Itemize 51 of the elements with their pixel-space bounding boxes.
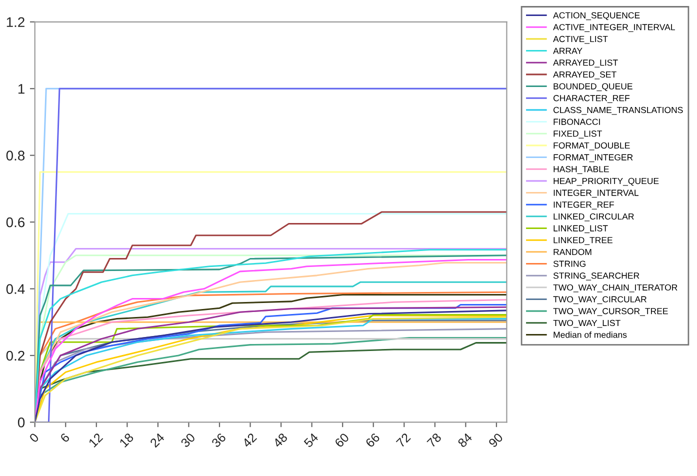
legend-label: FIBONACCI xyxy=(554,118,600,125)
legend-label: BOUNDED_QUEUE xyxy=(554,83,632,92)
legend-label: ACTIVE_LIST xyxy=(553,36,608,44)
legend-label: LINKED_TREE xyxy=(554,237,612,245)
legend-label: LINKED_CIRCULAR xyxy=(554,213,634,222)
x-tick-label: 36 xyxy=(211,432,226,448)
x-tick-label: 54 xyxy=(303,432,319,448)
legend-label: CHARACTER_REF xyxy=(553,95,630,103)
legend-label: TWO_WAY_CIRCULAR xyxy=(553,296,646,304)
legend-label: INTEGER_INTERVAL xyxy=(554,190,639,198)
y-tick-label: 0.2 xyxy=(6,350,24,361)
x-tick-label: 60 xyxy=(334,432,350,448)
x-tick-label: 84 xyxy=(457,432,473,448)
x-tick-label: 30 xyxy=(180,432,196,448)
x-tick-label: 12 xyxy=(88,432,104,448)
x-tick-label: 90 xyxy=(488,432,504,448)
legend-label: FIXED_LIST xyxy=(554,130,602,138)
legend-label: ACTION_SEQUENCE xyxy=(553,12,640,20)
legend-label: INTEGER_REF xyxy=(554,202,614,210)
legend-label: HASH_TABLE xyxy=(554,166,609,174)
x-tick-label: 66 xyxy=(365,432,380,448)
legend-label: ACTIVE_INTEGER_INTERVAL xyxy=(553,24,675,32)
y-tick-label: 1.2 xyxy=(6,17,24,27)
legend-label: CLASS_NAME_TRANSLATIONS xyxy=(553,106,683,115)
x-tick-label: 0 xyxy=(28,432,40,443)
x-tick-label: 6 xyxy=(60,432,70,443)
legend-label: Median of medians xyxy=(554,331,627,338)
x-tick-label: 72 xyxy=(396,432,411,448)
x-tick-label: 18 xyxy=(119,432,134,448)
legend-label: LINKED_LIST xyxy=(554,225,608,234)
legend-label: TWO_WAY_CHAIN_ITERATOR xyxy=(553,284,678,292)
legend-label: TWO_WAY_LIST xyxy=(553,320,620,328)
y-tick-label: 0.4 xyxy=(6,284,25,294)
y-tick-label: 1 xyxy=(18,84,24,94)
legend-label: ARRAY xyxy=(553,48,582,54)
x-tick-label: 78 xyxy=(426,432,442,448)
legend-label: FORMAT_INTEGER xyxy=(554,154,633,162)
legend-label: STRING_SEARCHER xyxy=(553,272,640,280)
x-tick-label: 48 xyxy=(272,432,288,448)
legend-label: RANDOM xyxy=(554,248,592,256)
legend-label: HEAP_PRIORITY_QUEUE xyxy=(554,178,659,186)
legend-label: ARRAYED_LIST xyxy=(553,60,618,68)
x-tick-label: 24 xyxy=(150,432,165,448)
legend-label: STRING xyxy=(553,260,586,267)
legend-label: FORMAT_DOUBLE xyxy=(554,142,630,150)
legend-label: TWO_WAY_CURSOR_TREE xyxy=(553,308,668,316)
legend-label: ARRAYED_SET xyxy=(553,71,616,80)
x-tick-label: 42 xyxy=(242,432,258,448)
y-tick-label: 0.6 xyxy=(6,217,25,228)
y-tick-label: 0 xyxy=(18,418,25,428)
y-tick-label: 0.8 xyxy=(6,150,25,161)
